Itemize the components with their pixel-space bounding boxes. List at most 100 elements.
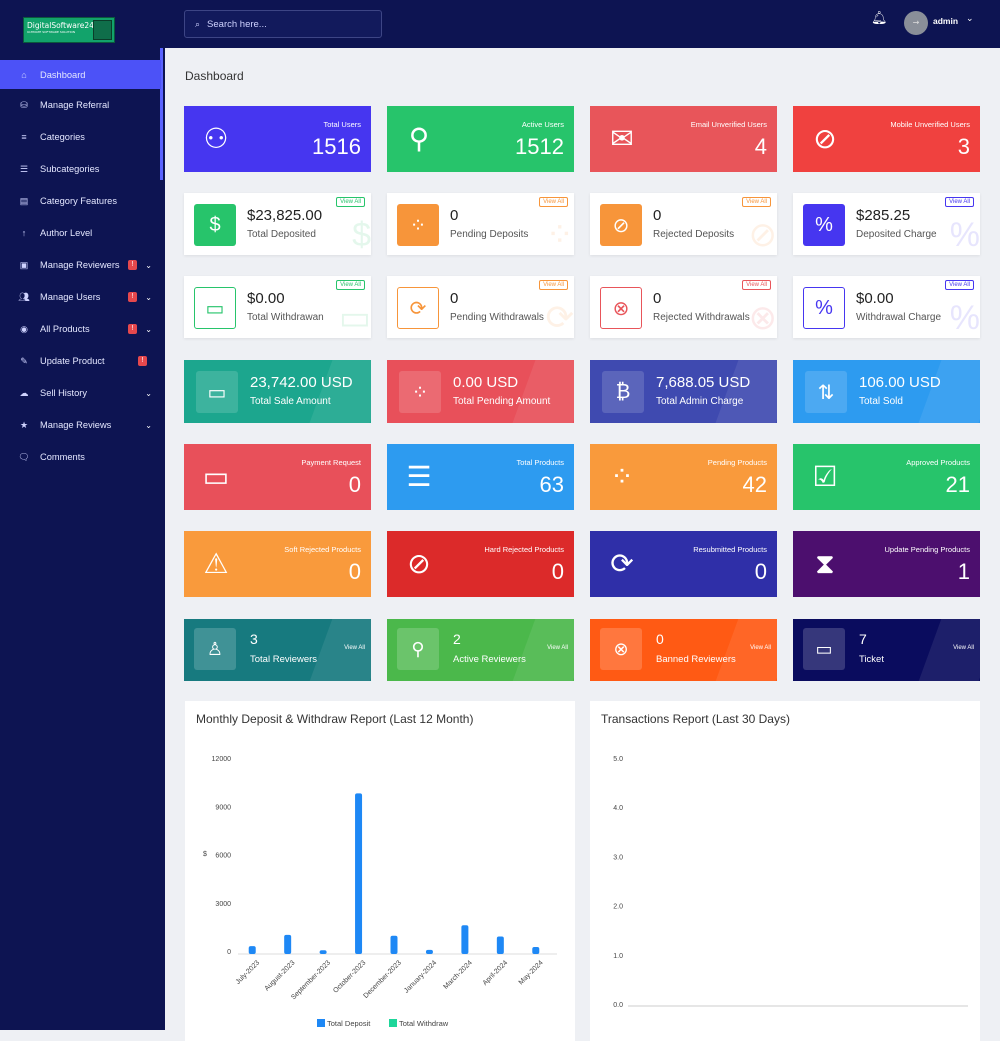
sidebar-item-category-features[interactable]: ▤ Category Features xyxy=(0,185,165,217)
card-value: 106.00 USD xyxy=(859,374,941,391)
y-tick-label: 3000 xyxy=(215,901,231,908)
sidebar-item-label: Dashboard xyxy=(40,69,86,80)
users-group-icon: ⚇ xyxy=(203,123,229,154)
y-tick-label: 4.0 xyxy=(613,805,623,812)
view-all-button[interactable]: View All xyxy=(547,645,568,651)
mobile-unverified-users-card[interactable]: ⊘ Mobile Unverified Users 3 xyxy=(793,106,980,172)
cloud-icon: ☁ xyxy=(19,387,29,398)
card-value: 7 xyxy=(859,631,867,647)
view-all-button[interactable]: View All xyxy=(539,197,568,207)
x-tick-label: October-2023 xyxy=(332,959,367,994)
sidebar-item-manage-referral[interactable]: ⛁ Manage Referral xyxy=(0,89,165,121)
view-all-button[interactable]: View All xyxy=(945,197,974,207)
user-times-icon: ⊗ xyxy=(600,628,642,670)
total-pending-amount-card[interactable]: ⁘ 0.00 USD Total Pending Amount xyxy=(387,360,574,423)
x-tick-label: July-2023 xyxy=(235,959,261,985)
brand-logo[interactable]: DigitalSoftware24 ULTIMATE SOFTWARE SOLU… xyxy=(23,17,115,43)
edit-icon: ✎ xyxy=(20,355,28,366)
view-all-button[interactable]: View All xyxy=(539,280,568,290)
spinner-icon: ⁘ xyxy=(610,461,634,492)
view-all-button[interactable]: View All xyxy=(750,645,771,651)
pending-products-card[interactable]: ⁘ Pending Products 42 xyxy=(590,444,777,510)
card-label: Email Unverified Users xyxy=(690,120,767,129)
view-all-button[interactable]: View All xyxy=(344,645,365,651)
deposited-charge-card: % $285.25 Deposited Charge View All% xyxy=(793,193,980,255)
total-sold-card[interactable]: ⇅ 106.00 USD Total Sold xyxy=(793,360,980,423)
hard-rejected-products-card[interactable]: ⊘ Hard Rejected Products 0 xyxy=(387,531,574,597)
view-all-button[interactable]: View All xyxy=(945,280,974,290)
x-tick-label: April-2024 xyxy=(482,959,510,987)
sidebar-item-badge: ! xyxy=(138,356,147,366)
view-all-button[interactable]: View All xyxy=(336,280,365,290)
sidebar-item-sell-history[interactable]: ☁ Sell History ⌄ xyxy=(0,377,165,409)
resubmitted-products-card[interactable]: ⟳ Resubmitted Products 0 xyxy=(590,531,777,597)
chevron-down-icon[interactable]: ⌄ xyxy=(966,14,974,24)
card-value: 3 xyxy=(250,631,258,647)
up-arrow-icon: ↑ xyxy=(21,228,27,238)
chevron-down-icon[interactable]: ⌄ xyxy=(145,292,152,302)
sidebar-item-all-products[interactable]: ◉ All Products! ⌄ xyxy=(0,313,165,345)
soft-rejected-products-card[interactable]: ⚠ Soft Rejected Products 0 xyxy=(184,531,371,597)
bar-total-deposit xyxy=(425,949,433,954)
card-label: Total Sale Amount xyxy=(250,396,331,407)
sidebar-scrollbar[interactable] xyxy=(160,48,163,180)
total-users-card[interactable]: ⚇ Total Users 1516 xyxy=(184,106,371,172)
sidebar-item-dashboard[interactable]: ⌂ Dashboard xyxy=(0,60,161,89)
topbar: ⌕ Search here... 🔔︎ → admin ⌄ xyxy=(165,0,1000,48)
email-unverified-users-card[interactable]: ✉ Email Unverified Users 4 xyxy=(590,106,777,172)
total-sale-amount-card[interactable]: ▭ 23,742.00 USD Total Sale Amount xyxy=(184,360,371,423)
sidebar-item-manage-reviews[interactable]: ★ Manage Reviews ⌄ xyxy=(0,409,165,441)
sidebar-item-categories[interactable]: ≡ Categories xyxy=(0,121,165,153)
update-pending-products-card[interactable]: ⧗ Update Pending Products 1 xyxy=(793,531,980,597)
user-name[interactable]: admin xyxy=(933,16,959,26)
brand-name: DigitalSoftware24 xyxy=(27,21,94,30)
card-value: 3 xyxy=(957,134,970,159)
sidebar-item-author-level[interactable]: ↑ Author Level xyxy=(0,217,165,249)
view-all-button[interactable]: View All xyxy=(742,197,771,207)
total-admin-charge-card[interactable]: ₿ 7,688.05 USD Total Admin Charge xyxy=(590,360,777,423)
card-value: 1516 xyxy=(312,134,361,159)
sidebar-item-comments[interactable]: 🗨︎ Comments xyxy=(0,441,165,473)
x-tick-label: September-2023 xyxy=(290,959,332,1001)
search-input[interactable]: ⌕ Search here... xyxy=(184,10,382,38)
view-all-button[interactable]: View All xyxy=(953,645,974,651)
avatar[interactable]: → xyxy=(904,11,928,35)
ticket-card: ▭ 7 Ticket View All xyxy=(793,619,980,681)
x-tick-label: December-2023 xyxy=(362,959,403,1000)
payment-request-card[interactable]: ▭ Payment Request 0 xyxy=(184,444,371,510)
card-label: Deposited Charge xyxy=(856,229,937,240)
card-label: Total Reviewers xyxy=(250,654,318,665)
chevron-down-icon[interactable]: ⌄ xyxy=(145,260,152,270)
y-tick-label: 5.0 xyxy=(613,756,623,763)
comments-icon: 🗨︎ xyxy=(18,451,30,462)
chevron-down-icon[interactable]: ⌄ xyxy=(145,324,152,334)
sidebar-item-subcategories[interactable]: ☰ Subcategories xyxy=(0,153,165,185)
sidebar-item-manage-reviewers[interactable]: ▣ Manage Reviewers! ⌄ xyxy=(0,249,165,281)
card-value: 63 xyxy=(539,472,564,497)
active-reviewers-card: ⚲ 2 Active Reviewers View All xyxy=(387,619,574,681)
sidebar-item-label: Manage Reviewers xyxy=(40,260,120,270)
hourglass-icon: ⧗ xyxy=(815,548,835,579)
card-label: Total Withdrawan xyxy=(247,312,324,323)
card-label: Total Deposited xyxy=(247,229,316,240)
view-all-button[interactable]: View All xyxy=(336,197,365,207)
bell-icon[interactable]: 🔔︎ xyxy=(871,11,888,26)
chevron-down-icon[interactable]: ⌄ xyxy=(145,420,152,430)
sidebar-item-update-product[interactable]: ✎ Update Product! xyxy=(0,345,165,377)
envelope-icon: ✉ xyxy=(610,123,634,154)
user-check-icon: ⚲ xyxy=(408,123,430,154)
invoice-dollar-icon: ₿ xyxy=(602,371,644,413)
total-products-card[interactable]: ☰ Total Products 63 xyxy=(387,444,574,510)
decorative-background-icon: ⊗ xyxy=(748,299,778,337)
sidebar-item-manage-users[interactable]: 👥︎ Manage Users! ⌄ xyxy=(0,281,165,313)
chevron-down-icon[interactable]: ⌄ xyxy=(145,388,152,398)
active-users-card[interactable]: ⚲ Active Users 1512 xyxy=(387,106,574,172)
card-value: 42 xyxy=(742,472,767,497)
money-bill-icon: ▭ xyxy=(202,461,230,492)
card-value: 21 xyxy=(945,472,970,497)
logo-emblem-icon xyxy=(93,20,112,40)
view-all-button[interactable]: View All xyxy=(742,280,771,290)
approved-products-card[interactable]: ☑ Approved Products 21 xyxy=(793,444,980,510)
warning-icon: ⚠ xyxy=(203,548,229,579)
card-value: 2 xyxy=(453,631,461,647)
